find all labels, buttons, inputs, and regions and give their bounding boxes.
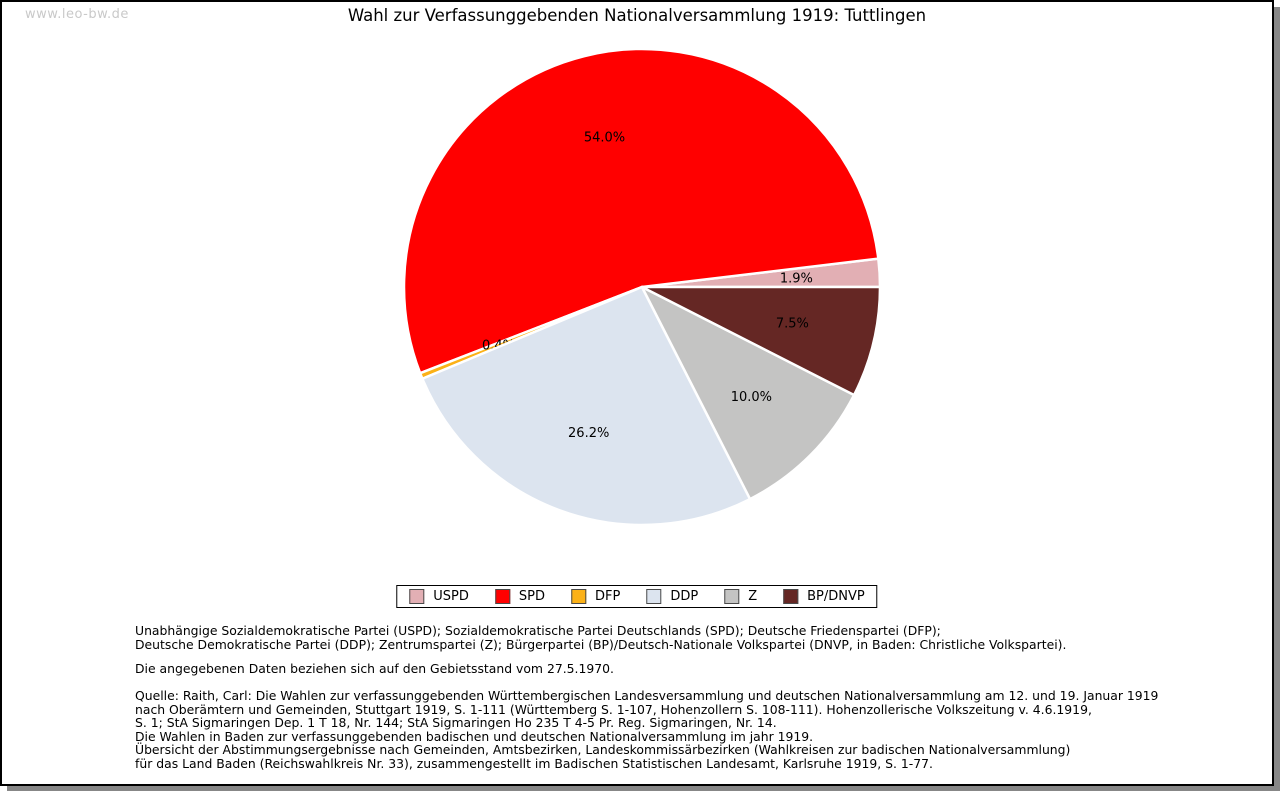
slice-value-label-uspd: 1.9% xyxy=(780,271,813,286)
legend-label-uspd: USPD xyxy=(433,589,469,604)
legend-item-spd: SPD xyxy=(494,589,546,604)
source-line-5: Übersicht der Abstimmungsergebnisse nach… xyxy=(135,742,1071,757)
legend-label-z: Z xyxy=(748,589,758,604)
legend-item-dfp: DFP xyxy=(571,589,620,604)
legend-swatch-uspd xyxy=(409,589,425,604)
pie-slice-ddp xyxy=(421,285,752,527)
legend-label-ddp: DDP xyxy=(670,589,699,604)
data-note: Die angegebenen Daten beziehen sich auf … xyxy=(135,661,614,676)
source-line-2: nach Oberämtern und Gemeinden, Stuttgart… xyxy=(135,701,1092,717)
source-line-4: Die Wahlen in Baden zur verfassunggebend… xyxy=(135,728,814,744)
legend-swatch-spd xyxy=(494,589,510,604)
source-citation: Quelle: Raith, Carl: Die Wahlen zur verf… xyxy=(135,689,1158,770)
legend-item-bp-dnvp: BP/DNVP xyxy=(783,589,865,604)
watermark-text: www.leo-bw.de xyxy=(25,7,129,22)
source-line-3: S. 1; StA Sigmaringen Dep. 1 T 18, Nr. 1… xyxy=(135,715,777,730)
legend-item-z: Z xyxy=(724,589,757,604)
page-title: Wahl zur Verfassunggebenden Nationalvers… xyxy=(347,6,927,25)
legend-label-bp-dnvp: BP/DNVP xyxy=(807,589,865,604)
slice-value-label-ddp: 26.2% xyxy=(568,426,609,441)
source-line-6: für das Land Baden (Reichswahlkreis Nr. … xyxy=(135,755,933,771)
legend-label-dfp: DFP xyxy=(595,589,621,604)
slice-value-label-spd: 54.0% xyxy=(584,130,625,145)
slice-value-label-bp-dnvp: 7.5% xyxy=(776,317,809,332)
legend-swatch-dfp xyxy=(571,589,587,604)
party-definitions-line-2: Deutsche Demokratische Partei (DDP); Zen… xyxy=(135,637,1067,653)
party-definitions-line-1: Unabhängige Sozialdemokratische Partei (… xyxy=(135,623,941,638)
slice-value-label-z: 10.0% xyxy=(731,390,772,405)
pie-slice-bp-dnvp xyxy=(640,285,882,397)
legend-swatch-z xyxy=(724,589,740,604)
legend-item-ddp: DDP xyxy=(646,589,698,604)
legend-swatch-ddp xyxy=(646,589,662,604)
pie-slice-z xyxy=(640,285,856,501)
legend-label-spd: SPD xyxy=(518,589,546,604)
legend-swatch-bp-dnvp xyxy=(783,589,799,604)
pie-slice-spd xyxy=(402,47,880,375)
legend-item-uspd: USPD xyxy=(409,589,469,604)
source-line-1: Quelle: Raith, Carl: Die Wahlen zur verf… xyxy=(135,688,1159,703)
party-definitions: Unabhängige Sozialdemokratische Partei (… xyxy=(135,623,1067,653)
legend-box: USPD SPD DFP DDP Z BP/DNVP xyxy=(396,585,878,608)
